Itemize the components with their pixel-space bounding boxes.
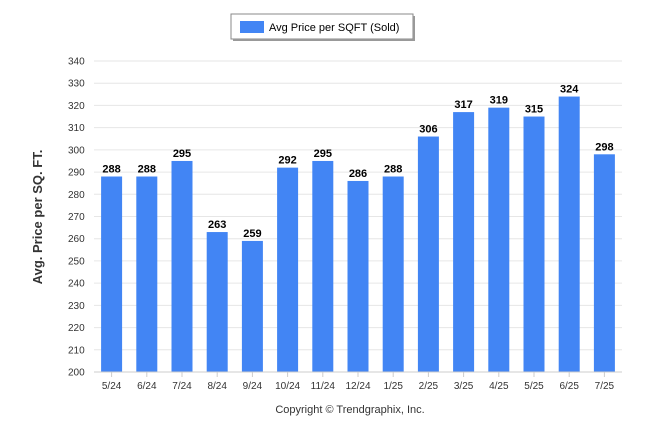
y-tick-label: 340 — [68, 57, 85, 68]
data-label: 295 — [173, 148, 191, 160]
data-label: 292 — [278, 155, 296, 167]
data-label: 324 — [560, 84, 579, 96]
bar-7/24 — [171, 160, 193, 372]
legend-swatch — [240, 21, 264, 33]
bar-12/24 — [347, 180, 369, 372]
data-label: 298 — [595, 141, 613, 153]
data-label: 288 — [138, 164, 156, 176]
data-label: 295 — [314, 148, 332, 160]
y-tick-label: 200 — [68, 368, 85, 379]
x-tick-label: 3/25 — [454, 381, 474, 392]
data-label: 263 — [208, 219, 226, 231]
y-tick-label: 300 — [68, 145, 85, 156]
bar-10/24 — [277, 167, 299, 372]
bar-8/24 — [206, 232, 228, 372]
bar-11/24 — [312, 160, 334, 372]
x-tick-label: 9/24 — [243, 381, 263, 392]
y-tick-label: 250 — [68, 256, 85, 267]
bar-3/25 — [453, 112, 475, 372]
data-label: 288 — [102, 164, 120, 176]
legend-label: Avg Price per SQFT (Sold) — [269, 22, 399, 34]
legend[interactable]: Avg Price per SQFT (Sold) — [230, 13, 415, 41]
x-tick-label: 12/24 — [345, 381, 370, 392]
bar-4/25 — [488, 107, 510, 373]
x-tick-label: 1/25 — [383, 381, 403, 392]
bar-5/25 — [523, 116, 545, 373]
x-tick-label: 10/24 — [275, 381, 300, 392]
data-label: 315 — [525, 104, 543, 116]
y-tick-label: 290 — [68, 168, 85, 179]
y-tick-label: 240 — [68, 279, 85, 290]
x-tick-label: 11/24 — [311, 381, 336, 392]
x-tick-label: 5/24 — [102, 381, 122, 392]
data-labels: 288 288 295 263 259 292 295 286 288 306 317 319 315 3… — [102, 84, 613, 240]
x-tick-label: 6/25 — [559, 381, 579, 392]
x-tick-label: 8/24 — [207, 381, 227, 392]
y-tick-label: 320 — [68, 101, 85, 112]
y-tick-label: 310 — [68, 123, 85, 134]
axes: 200 210 220 230 240 250 260 270 280 290 300 310 320 3… — [68, 57, 622, 392]
data-label: 319 — [490, 95, 508, 107]
y-tick-label: 260 — [68, 234, 85, 245]
bars — [101, 96, 615, 373]
data-label: 317 — [454, 99, 472, 111]
bar-6/24 — [136, 176, 158, 372]
x-tick-label: 6/24 — [137, 381, 157, 392]
data-label: 306 — [419, 124, 437, 136]
copyright-credit: Copyright © Trendgraphix, Inc. — [275, 404, 424, 416]
x-tick-label: 4/25 — [489, 381, 509, 392]
bar-5/24 — [101, 176, 123, 372]
bar-6/25 — [558, 96, 580, 373]
data-label: 259 — [243, 228, 261, 240]
bar-2/25 — [417, 136, 439, 372]
legend-shadow — [413, 16, 415, 41]
y-tick-label: 330 — [68, 79, 85, 90]
x-tick-label: 5/25 — [524, 381, 544, 392]
x-tick-label: 2/25 — [419, 381, 439, 392]
data-label: 286 — [349, 168, 367, 180]
bar-7/25 — [593, 154, 615, 372]
bar-9/24 — [241, 240, 263, 372]
y-axis-title: Avg. Price per SQ. FT. — [30, 150, 45, 285]
x-tick-label: 7/25 — [595, 381, 615, 392]
legend-shadow-bottom — [233, 39, 415, 41]
y-tick-label: 270 — [68, 212, 85, 223]
x-tick-label: 7/24 — [172, 381, 192, 392]
bar-1/25 — [382, 176, 404, 372]
y-tick-label: 220 — [68, 323, 85, 334]
data-label: 288 — [384, 164, 402, 176]
y-tick-label: 210 — [68, 345, 85, 356]
y-tick-label: 230 — [68, 301, 85, 312]
y-tick-label: 280 — [68, 190, 85, 201]
